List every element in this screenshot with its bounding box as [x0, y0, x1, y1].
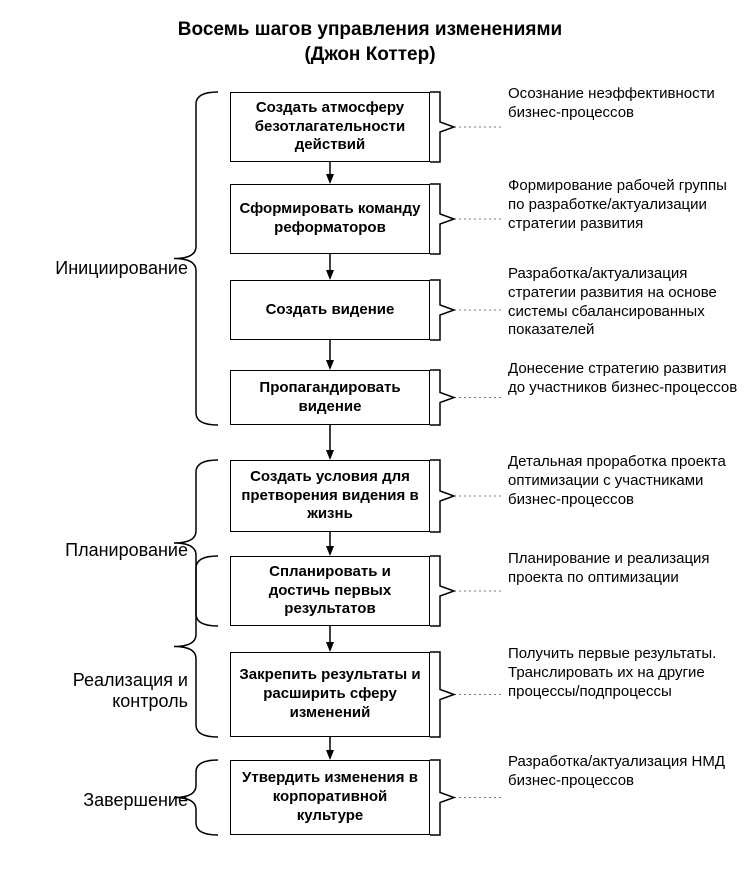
step-note-5: Детальная проработка проекта оптимизации… — [508, 453, 738, 509]
step-box-5: Создать условия для претворения видения … — [230, 460, 430, 532]
step-label-5: Создать условия для претворения видения … — [239, 468, 421, 524]
step-box-4: Пропагандировать видение — [230, 370, 430, 425]
step-box-8: Утвердить изменения в корпоративной куль… — [230, 760, 430, 835]
step-label-3: Создать видение — [266, 301, 395, 320]
step-label-7: Закрепить результаты и расширить сферу и… — [239, 666, 421, 722]
note-brackets — [430, 92, 454, 835]
step-note-4: Донесение стратегию развития до участник… — [508, 360, 738, 398]
phase-brackets — [174, 92, 218, 835]
step-note-3: Разработка/актуализация стратегии развит… — [508, 265, 738, 340]
step-box-3: Создать видение — [230, 280, 430, 340]
phase-label-realisation: Реализация и контроль — [18, 670, 188, 712]
title-line2: (Джон Коттер) — [304, 44, 435, 65]
step-note-7: Получить первые результаты. Транслироват… — [508, 645, 738, 701]
phase-label-planning: Планирование — [18, 540, 188, 561]
step-label-8: Утвердить изменения в корпоративной куль… — [239, 769, 421, 825]
step-box-7: Закрепить результаты и расширить сферу и… — [230, 652, 430, 737]
step-label-1: Создать атмосферу безотлагательности дей… — [239, 99, 421, 155]
step-label-4: Пропагандировать видение — [239, 379, 421, 417]
step-note-6: Планирование и реализация проекта по опт… — [508, 550, 738, 588]
step-box-2: Сформировать команду реформаторов — [230, 184, 430, 254]
phase-label-initiation: Инициирование — [18, 258, 188, 279]
diagram-stage: Восемь шагов управления изменениями (Джо… — [0, 0, 745, 889]
step-note-2: Формирование рабочей группы по разработк… — [508, 177, 738, 233]
diagram-title: Восемь шагов управления изменениями (Джо… — [150, 18, 590, 67]
step-note-1: Осознание неэффективности бизнес-процесс… — [508, 85, 738, 123]
step-box-6: Спланировать и достичь первых результато… — [230, 556, 430, 626]
title-line1: Восемь шагов управления изменениями — [178, 19, 562, 40]
step-box-1: Создать атмосферу безотлагательности дей… — [230, 92, 430, 162]
phase-label-completion: Завершение — [18, 790, 188, 811]
step-label-2: Сформировать команду реформаторов — [239, 200, 421, 238]
step-note-8: Разработка/актуализация НМД бизнес-проце… — [508, 753, 738, 791]
note-dotted-links — [454, 127, 504, 798]
step-label-6: Спланировать и достичь первых результато… — [239, 563, 421, 619]
